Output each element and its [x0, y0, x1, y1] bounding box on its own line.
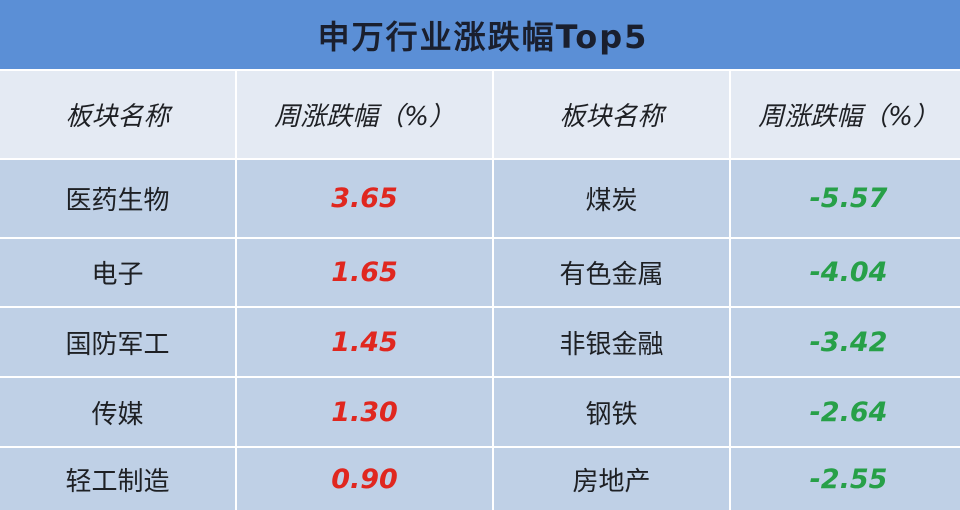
- gainer-value: 1.65: [237, 239, 492, 306]
- gainer-value: 1.30: [237, 378, 492, 446]
- loser-name: 煤炭: [494, 160, 729, 237]
- header-weekly-change-left: 周涨跌幅（%）: [237, 71, 492, 158]
- loser-value: -5.57: [731, 160, 960, 237]
- gainer-name: 医药生物: [0, 160, 235, 237]
- gainer-value: 3.65: [237, 160, 492, 237]
- loser-name: 非银金融: [494, 308, 729, 376]
- header-sector-name-left: 板块名称: [0, 71, 235, 158]
- gainer-value: 1.45: [237, 308, 492, 376]
- loser-value: -3.42: [731, 308, 960, 376]
- header-weekly-change-right: 周涨跌幅（%）: [731, 71, 960, 158]
- gainer-name: 电子: [0, 239, 235, 306]
- header-sector-name-right: 板块名称: [494, 71, 729, 158]
- loser-name: 房地产: [494, 448, 729, 510]
- gainer-name: 传媒: [0, 378, 235, 446]
- loser-value: -2.55: [731, 448, 960, 510]
- gainer-value: 0.90: [237, 448, 492, 510]
- gainer-name: 轻工制造: [0, 448, 235, 510]
- loser-name: 钢铁: [494, 378, 729, 446]
- table-title: 申万行业涨跌幅Top5: [0, 0, 960, 69]
- loser-name: 有色金属: [494, 239, 729, 306]
- gainer-name: 国防军工: [0, 308, 235, 376]
- loser-value: -2.64: [731, 378, 960, 446]
- loser-value: -4.04: [731, 239, 960, 306]
